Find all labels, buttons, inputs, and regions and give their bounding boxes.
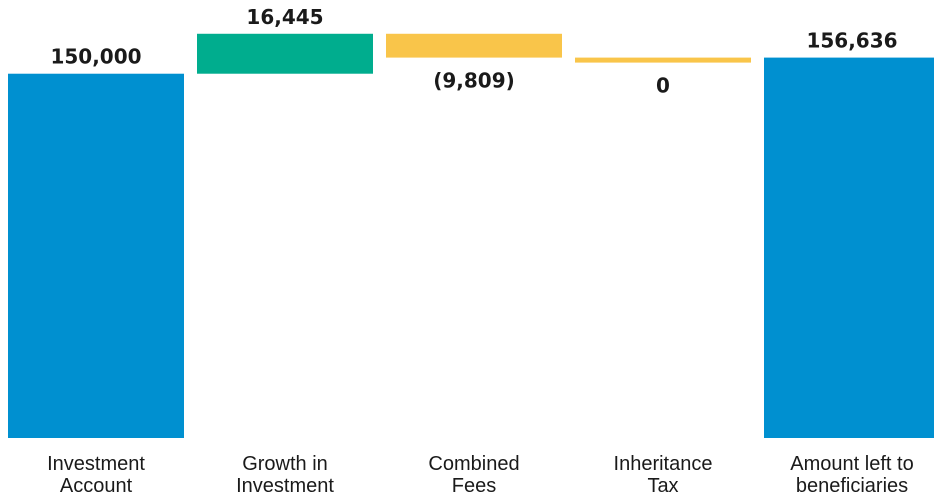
category-label-0-line-1: Account xyxy=(60,475,133,497)
value-label-0: 150,000 xyxy=(50,45,141,69)
category-label-4: Amount left to beneficiaries xyxy=(790,453,913,497)
category-label-4-line-0: Amount left to xyxy=(790,453,913,475)
category-label-3: Inheritance Tax xyxy=(614,453,713,497)
category-label-2-line-0: Combined xyxy=(428,453,519,475)
category-label-0-line-0: Investment xyxy=(47,453,145,475)
category-label-1-line-1: Investment xyxy=(236,475,334,497)
bar-3 xyxy=(575,57,751,63)
category-label-2: Combined Fees xyxy=(428,453,519,497)
value-label-1: 16,445 xyxy=(246,5,323,29)
value-label-3: 0 xyxy=(656,74,670,98)
bar-2 xyxy=(386,33,562,58)
bars-layer xyxy=(8,33,934,438)
category-label-1-line-0: Growth in xyxy=(242,453,328,475)
category-label-0: Investment Account xyxy=(47,453,145,497)
bar-1 xyxy=(197,33,373,74)
category-label-3-line-0: Inheritance xyxy=(614,453,713,475)
category-label-4-line-1: beneficiaries xyxy=(796,475,908,497)
value-label-4: 156,636 xyxy=(806,29,897,53)
category-label-1: Growth in Investment xyxy=(236,453,334,497)
bar-0 xyxy=(8,73,184,438)
category-label-3-line-1: Tax xyxy=(647,475,678,497)
bar-4 xyxy=(764,57,934,438)
category-label-2-line-1: Fees xyxy=(452,475,496,497)
value-labels-layer: 150,000 16,445 (9,809) 0 156,636 xyxy=(50,5,897,98)
value-label-2: (9,809) xyxy=(433,69,515,93)
